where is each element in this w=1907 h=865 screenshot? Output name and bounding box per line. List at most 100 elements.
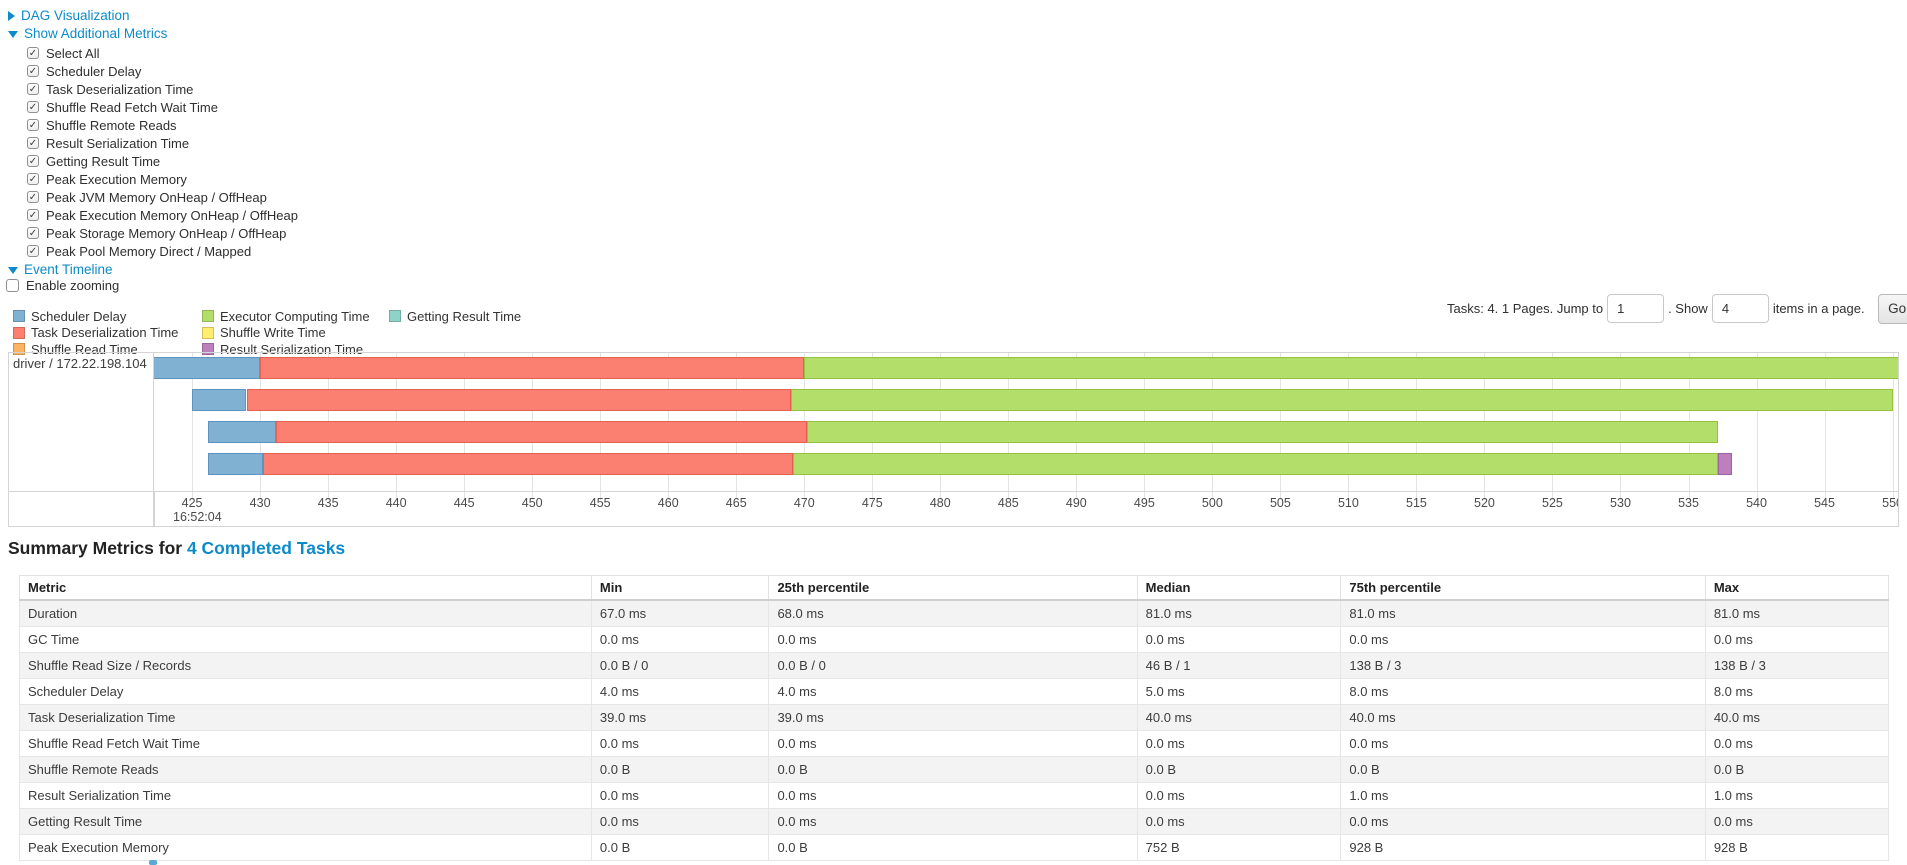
- tick-stub: [1484, 492, 1486, 500]
- table-cell: Duration: [19, 599, 592, 627]
- table-row: Shuffle Remote Reads 0.0 B 0.0 B 0.0 B 0.0 B…: [19, 756, 1890, 783]
- metric-checkbox[interactable]: ✓: [27, 83, 39, 95]
- clipped-next-section-artifact: [149, 860, 157, 865]
- table-cell: 928 B: [1340, 834, 1706, 861]
- task-bar-segment[interactable]: [276, 421, 807, 443]
- task-bar-segment[interactable]: [1718, 453, 1733, 475]
- tick-stub: [192, 492, 194, 500]
- task-bar-segment[interactable]: [208, 453, 263, 475]
- metric-option-row: ✓ Peak JVM Memory OnHeap / OffHeap: [27, 188, 298, 206]
- task-bar-segment[interactable]: [246, 389, 791, 411]
- metric-checkbox[interactable]: ✓: [27, 245, 39, 257]
- show-additional-metrics-label: Show Additional Metrics: [24, 26, 168, 41]
- metric-option-row: ✓ Peak Execution Memory: [27, 170, 298, 188]
- tick-stub: [260, 492, 262, 500]
- enable-zooming-checkbox[interactable]: [6, 279, 19, 292]
- tick-label: 530: [1610, 496, 1631, 510]
- table-cell: 0.0 B: [768, 834, 1138, 861]
- task-bar-segment[interactable]: [192, 389, 247, 411]
- table-cell: 0.0 B: [768, 756, 1138, 783]
- completed-tasks-link[interactable]: 4 Completed Tasks: [186, 538, 346, 558]
- metric-checkbox[interactable]: ✓: [27, 101, 39, 113]
- metric-option-row: ✓ Shuffle Read Fetch Wait Time: [27, 98, 298, 116]
- legend-column: Executor Computing Time Shuffle Write Ti…: [202, 308, 370, 358]
- table-row: Scheduler Delay 4.0 ms 4.0 ms 5.0 ms 8.0 ms 8…: [19, 678, 1890, 705]
- tick-label: 475: [861, 496, 883, 510]
- tick-label: 535: [1678, 496, 1699, 510]
- tick-stub: [328, 492, 330, 500]
- table-cell: 39.0 ms: [590, 704, 770, 731]
- table-cell: 0.0 ms: [768, 782, 1138, 809]
- table-cell: Result Serialization Time: [19, 782, 592, 809]
- task-bar-segment[interactable]: [208, 421, 277, 443]
- task-bar-segment[interactable]: [793, 453, 1719, 475]
- table-cell: 0.0 B: [1136, 756, 1342, 783]
- tick-label: 460: [657, 496, 679, 510]
- axis-major-time-label: 16:52:04: [173, 510, 222, 524]
- table-cell: 4.0 ms: [768, 678, 1138, 705]
- table-cell: 0.0 ms: [1340, 730, 1706, 757]
- metric-option-label: Task Deserialization Time: [46, 81, 194, 97]
- timeline-plot-area: [154, 353, 1898, 491]
- legend-label: Shuffle Read Time: [31, 341, 138, 357]
- table-cell: 5.0 ms: [1136, 678, 1342, 705]
- table-cell: 40.0 ms: [1136, 704, 1342, 731]
- tick-label: 445: [453, 496, 475, 510]
- metric-checkbox[interactable]: ✓: [27, 47, 39, 59]
- task-bar-segment[interactable]: [804, 357, 1898, 379]
- task-bar-segment[interactable]: [260, 357, 805, 379]
- tick-label: 525: [1542, 496, 1563, 510]
- table-cell: 67.0 ms: [590, 599, 770, 627]
- metric-checkbox[interactable]: ✓: [27, 173, 39, 185]
- table-row: Peak Execution Memory 0.0 B 0.0 B 752 B 928 …: [19, 834, 1890, 861]
- event-timeline-toggle[interactable]: Event Timeline: [8, 261, 113, 278]
- tick-label: 470: [793, 496, 815, 510]
- metric-option-label: Shuffle Remote Reads: [46, 117, 177, 133]
- dag-visualization-toggle[interactable]: DAG Visualization: [8, 7, 130, 24]
- jump-to-page-input[interactable]: [1607, 294, 1665, 323]
- task-bar-segment[interactable]: [262, 453, 794, 475]
- summary-metrics-table: Metric Min 25th percentile Median 75th perce…: [19, 575, 1890, 861]
- metric-checkbox[interactable]: ✓: [27, 227, 39, 239]
- table-cell: Peak Execution Memory: [19, 834, 592, 861]
- gridline: [1892, 353, 1894, 491]
- tick-label: 505: [1269, 496, 1291, 510]
- table-cell: 0.0 ms: [1136, 626, 1342, 653]
- metric-option-label: Select All: [46, 45, 100, 61]
- table-cell: 0.0 B: [590, 834, 770, 861]
- table-cell: 0.0 ms: [1136, 730, 1342, 757]
- tick-label: 495: [1133, 496, 1155, 510]
- table-cell: 0.0 ms: [1704, 730, 1890, 757]
- metric-option-row: ✓ Result Serialization Time: [27, 134, 298, 152]
- table-cell: 1.0 ms: [1704, 782, 1890, 809]
- metric-checkbox[interactable]: ✓: [27, 191, 39, 203]
- table-row: Task Deserialization Time 39.0 ms 39.0 ms 4…: [19, 704, 1890, 731]
- task-bar-segment[interactable]: [806, 421, 1719, 443]
- metric-option-row: ✓ Select All: [27, 44, 298, 62]
- task-bar-segment[interactable]: [154, 357, 261, 379]
- tick-label: 430: [249, 496, 271, 510]
- task-bar-segment[interactable]: [790, 389, 1893, 411]
- metric-option-label: Peak Execution Memory: [46, 171, 187, 187]
- tick-label: 465: [725, 496, 747, 510]
- table-cell: 68.0 ms: [768, 599, 1138, 627]
- tick-label: 455: [589, 496, 611, 510]
- tick-stub: [464, 492, 466, 500]
- table-body: Duration 67.0 ms 68.0 ms 81.0 ms 81.0 ms 81.0…: [19, 599, 1890, 861]
- metric-checkbox[interactable]: ✓: [27, 209, 39, 221]
- table-cell: 40.0 ms: [1340, 704, 1706, 731]
- go-button[interactable]: Go: [1877, 293, 1907, 324]
- metric-checkbox[interactable]: ✓: [27, 119, 39, 131]
- metric-checkbox[interactable]: ✓: [27, 65, 39, 77]
- event-timeline-label: Event Timeline: [24, 262, 113, 277]
- table-cell: 138 B / 3: [1704, 652, 1890, 679]
- table-cell: 0.0 ms: [1136, 782, 1342, 809]
- tick-stub: [1552, 492, 1554, 500]
- table-cell: 0.0 B: [590, 756, 770, 783]
- metric-checkbox[interactable]: ✓: [27, 155, 39, 167]
- table-row: Duration 67.0 ms 68.0 ms 81.0 ms 81.0 ms 81.0…: [19, 599, 1890, 627]
- metric-checkbox[interactable]: ✓: [27, 137, 39, 149]
- show-additional-metrics-toggle[interactable]: Show Additional Metrics: [8, 25, 167, 42]
- page-size-input[interactable]: [1711, 294, 1769, 323]
- table-cell: Shuffle Read Size / Records: [19, 652, 592, 679]
